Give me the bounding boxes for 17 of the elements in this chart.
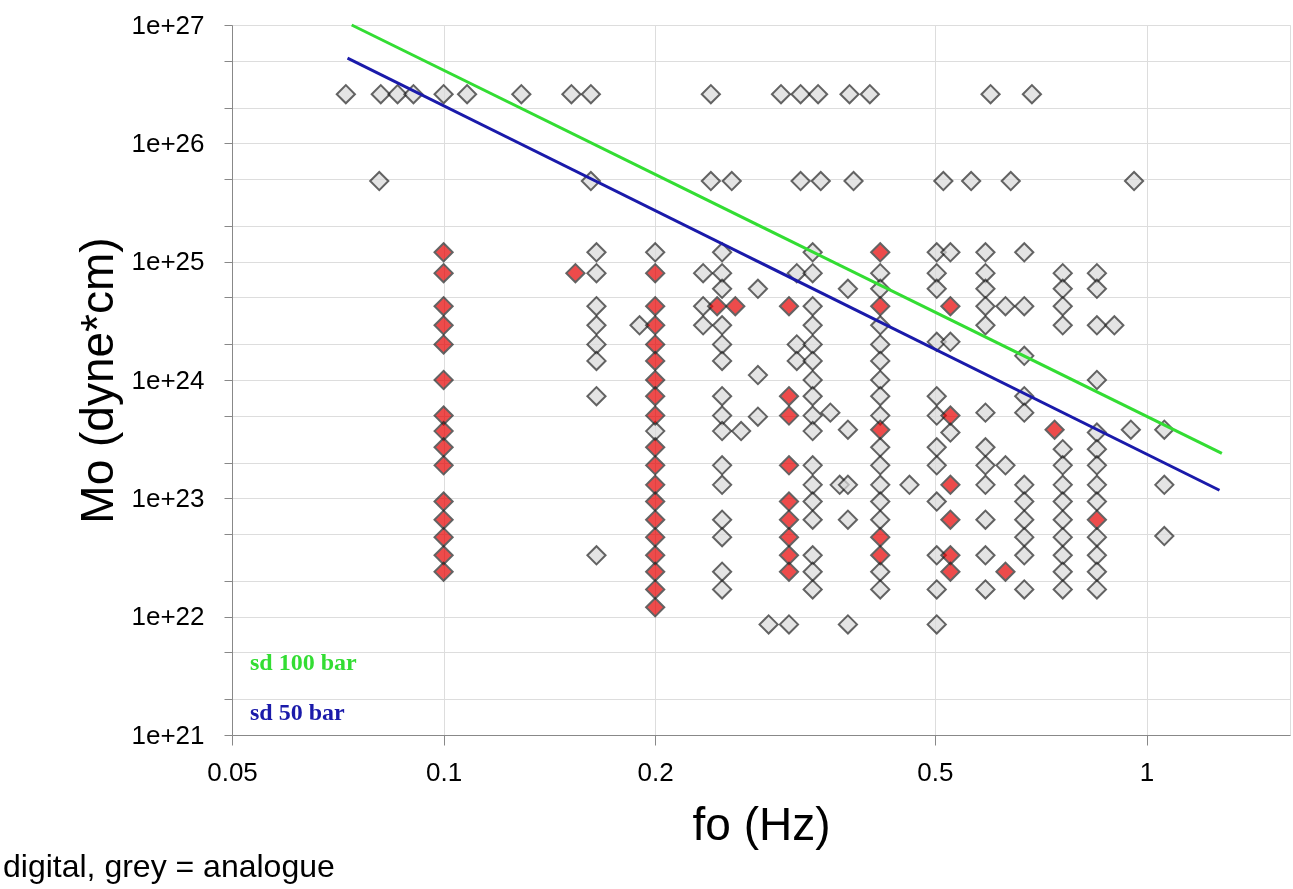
- x-tick-label: 0.2: [637, 756, 674, 787]
- x-axis-title: fo (Hz): [692, 797, 831, 850]
- x-tick-label: 0.5: [917, 756, 954, 787]
- text: sd 50 bar: [250, 699, 346, 725]
- x-tick-label: 1: [1139, 756, 1155, 787]
- y-tick-label: 1e+25: [131, 246, 205, 277]
- y-tick-label: 1e+26: [131, 127, 205, 158]
- text: digital, grey = analogue: [3, 848, 335, 884]
- y-tick-label: 1e+22: [131, 601, 205, 632]
- y-tick-label: 1e+27: [131, 9, 205, 40]
- y-tick-label: 1e+21: [131, 719, 205, 750]
- x-tick-label: 0.1: [426, 756, 463, 787]
- y-tick-label: 1e+23: [131, 482, 205, 513]
- x-tick-label: 0.05: [207, 756, 258, 787]
- text: sd 100 bar: [250, 649, 358, 675]
- y-tick-label: 1e+24: [131, 364, 205, 395]
- y-axis-title: Mo (dyne*cm): [71, 237, 124, 524]
